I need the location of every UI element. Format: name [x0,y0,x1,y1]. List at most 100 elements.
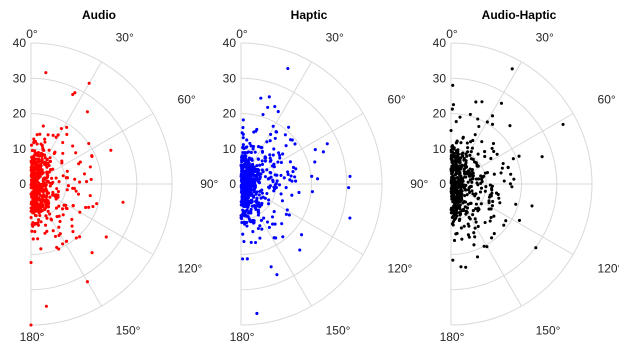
data-point [35,174,39,178]
data-point [38,170,42,174]
data-point [38,213,42,218]
data-point [46,133,50,137]
data-point [466,150,470,154]
data-point [454,232,458,236]
data-point [35,206,39,210]
data-point [280,222,284,226]
data-point [70,224,74,228]
data-point [34,153,38,157]
data-point [249,150,253,154]
data-point [239,163,243,167]
data-point [455,149,459,153]
data-point [274,236,278,240]
data-point [256,226,260,231]
data-point [451,258,455,262]
data-point [499,101,503,105]
data-point [534,246,538,250]
data-point [248,199,253,203]
data-point [485,245,489,249]
angular-grid-spoke [240,183,364,255]
data-point [255,164,259,168]
data-point [510,185,514,189]
data-point [266,177,270,181]
data-point [470,169,474,173]
data-point [244,154,248,158]
data-point [286,170,290,174]
data-point [283,133,287,137]
data-point [492,232,496,236]
data-point [262,216,266,220]
data-point [287,213,291,217]
data-point [468,174,472,178]
theta-tick-label: 120° [178,262,203,276]
data-point [271,222,275,226]
data-point [278,153,282,157]
data-point [40,144,44,148]
data-point [246,199,250,203]
r-tick-label: 40 [223,36,237,50]
data-point [38,193,42,197]
data-point [294,179,298,183]
data-point [517,218,522,222]
data-point [271,153,275,157]
data-point [263,156,267,160]
data-point [261,195,265,199]
data-point [255,190,259,194]
data-point [29,323,33,327]
data-point [275,179,279,183]
data-point [506,165,510,169]
data-point [470,180,474,184]
r-tick-label: 30 [223,71,237,85]
data-point [450,107,454,111]
data-point [70,217,74,221]
data-point [256,157,260,161]
data-point [51,193,55,197]
data-point [243,151,247,155]
data-point [487,195,492,199]
data-point [469,140,473,144]
data-point [269,132,273,136]
data-point [240,214,245,218]
data-point [281,235,285,239]
data-point [271,124,275,128]
data-point [45,157,49,161]
angular-grid-spoke [30,113,154,185]
angular-grid-spoke [240,113,364,185]
data-point [60,207,65,211]
data-point [467,188,471,192]
data-point [276,160,280,164]
data-point [458,183,463,187]
data-point [38,183,42,187]
data-point [33,230,37,234]
data-point [251,147,255,151]
data-point [56,190,60,194]
data-point [34,201,39,205]
data-point [87,142,91,146]
data-point [273,183,277,187]
data-point [32,137,36,141]
data-point [244,145,248,149]
data-point [64,176,68,180]
data-point [279,160,283,165]
data-point [51,190,55,195]
r-tick-label: 30 [13,71,27,85]
data-point [44,223,48,227]
data-point [291,170,295,174]
data-point [455,180,459,184]
data-point [508,182,512,186]
data-point [240,217,244,221]
data-point [282,176,286,180]
data-point [29,215,33,220]
data-point [35,166,39,170]
data-point [245,224,249,228]
data-point [474,177,478,181]
theta-tick-label: 150° [116,324,141,338]
data-point [483,154,487,158]
data-point [465,206,470,210]
data-point [508,124,512,128]
data-point [490,146,494,150]
data-point [455,154,459,158]
data-point [253,241,258,245]
data-point [495,152,499,156]
